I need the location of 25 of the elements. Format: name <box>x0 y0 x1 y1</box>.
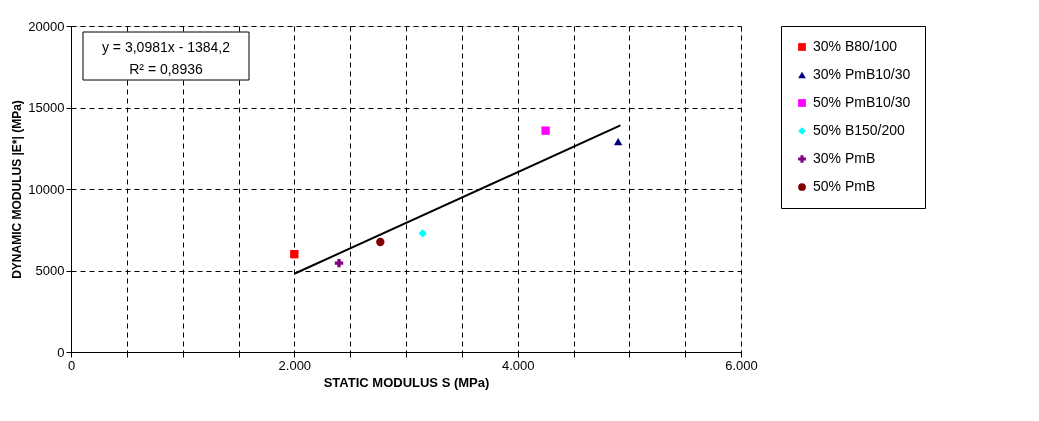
point <box>613 138 623 146</box>
legend-label: 30% PmB <box>813 150 876 166</box>
point <box>334 258 344 268</box>
point <box>418 229 427 238</box>
point <box>376 237 385 247</box>
y-tick-label: 15000 <box>28 100 65 115</box>
legend-label: 50% PmB <box>813 178 876 194</box>
legend-label: 50% B150/200 <box>813 122 906 138</box>
x-axis-title: STATIC MODULUS S (MPa) <box>323 374 490 390</box>
x-tick-label: 4.000 <box>501 357 535 373</box>
x-tick-label: 2.000 <box>278 357 312 373</box>
y-tick-label: 5000 <box>35 263 65 278</box>
legend-label: 30% B80/100 <box>813 38 898 54</box>
legend-label: 50% PmB10/30 <box>813 94 911 110</box>
point <box>541 126 550 135</box>
y-tick-label: 20000 <box>28 18 65 34</box>
y-tick-label: 10000 <box>28 181 65 197</box>
x-tick-label: 0 <box>67 357 76 373</box>
y-axis-title: DYNAMIC MODULUS |E*| (MPa) <box>10 100 25 279</box>
x-tick-label: 6.000 <box>725 357 758 373</box>
annotation: y = 3,0981x - 1384,2 <box>101 39 231 55</box>
legend-label: 30% PmB10/30 <box>813 66 911 82</box>
point <box>290 250 299 259</box>
annotation: R² = 0,8936 <box>129 61 203 77</box>
y-tick-label: 0 <box>57 344 65 360</box>
